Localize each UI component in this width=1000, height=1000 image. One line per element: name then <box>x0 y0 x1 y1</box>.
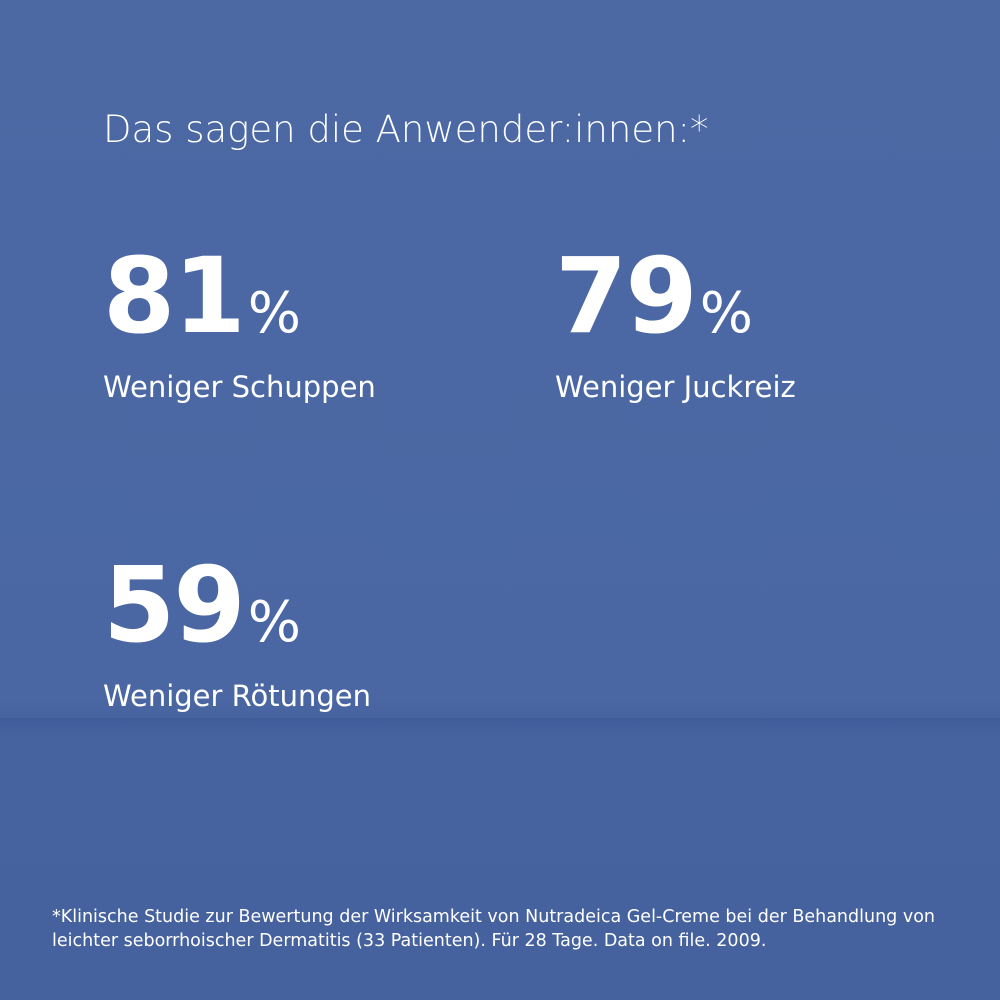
stat: 79% Weniger Juckreiz <box>555 244 796 404</box>
footnote: *Klinische Studie zur Bewertung der Wirk… <box>52 907 936 951</box>
background-floor <box>0 718 1000 1000</box>
stat: 81% Weniger Schuppen <box>103 244 376 404</box>
stat-label: Weniger Schuppen <box>103 370 376 404</box>
stat-unit: % <box>699 281 753 346</box>
stat-value: 59 <box>103 544 246 666</box>
title: Das sagen die Anwender:innen:* <box>103 108 709 151</box>
stat-label: Weniger Rötungen <box>103 679 371 713</box>
stat-unit: % <box>247 281 301 346</box>
stat: 59% Weniger Rötungen <box>103 553 371 713</box>
stat-unit: % <box>247 590 301 655</box>
stat-label: Weniger Juckreiz <box>555 370 796 404</box>
stat-value: 81 <box>103 235 246 357</box>
stat-value: 79 <box>555 235 698 357</box>
